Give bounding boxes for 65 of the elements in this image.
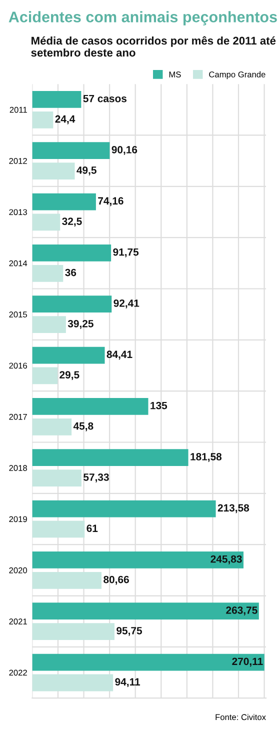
bar (32, 418, 72, 436)
legend-label: Campo Grande (209, 71, 266, 80)
bar (32, 142, 110, 160)
data-label: 24,4 (55, 115, 76, 124)
data-label: 61 (86, 524, 98, 532)
data-label: 32,5 (62, 218, 82, 227)
data-label: 95,75 (116, 627, 142, 636)
data-label: 213,58 (218, 504, 250, 514)
bar (32, 602, 259, 620)
bar (32, 346, 105, 364)
data-label: 57 casos (83, 94, 127, 102)
y-tick-label: 2016 (9, 362, 27, 369)
data-label: 135 (150, 402, 168, 410)
bar (32, 193, 96, 210)
data-label: 92,41 (114, 300, 140, 308)
y-tick-label: 2012 (9, 158, 27, 164)
y-tick-label: 2018 (9, 465, 27, 471)
y-tick-label: 2014 (9, 260, 28, 266)
data-label: 36 (65, 268, 76, 276)
bar (32, 367, 58, 384)
data-label: 94,11 (115, 678, 140, 688)
bar (32, 398, 148, 415)
data-label: 90,16 (112, 146, 138, 155)
y-tick-label: 2015 (9, 312, 27, 318)
y-tick-label: 2020 (9, 567, 28, 574)
data-label: 245,83 (210, 555, 242, 564)
bar (32, 264, 64, 282)
data-label: 91,75 (113, 248, 139, 258)
bar (32, 623, 115, 640)
bar (32, 572, 102, 589)
bar (32, 316, 66, 334)
data-label: 263,75 (226, 606, 258, 616)
bar (32, 296, 112, 313)
data-label: 39,25 (68, 320, 94, 329)
y-tick-label: 2022 (9, 670, 27, 676)
y-tick-label: 2021 (9, 618, 27, 624)
legend-label: MS (169, 72, 181, 78)
bar (32, 111, 54, 128)
bar (32, 552, 244, 568)
data-label: 74,16 (98, 197, 124, 206)
data-label: 80,66 (104, 576, 129, 585)
data-label: 270,11 (232, 658, 263, 667)
bar (32, 500, 216, 518)
data-label: 57,33 (84, 473, 109, 482)
bar (32, 214, 60, 231)
bar (32, 654, 264, 671)
bar (32, 520, 85, 538)
y-tick-label: 2017 (9, 414, 27, 420)
data-label: 84,41 (106, 350, 132, 360)
chart-subtitle: Média de casos ocorridos por mês de 2011 até setembro deste ano (31, 36, 276, 57)
bar (32, 90, 82, 108)
source-note: Fonte: Civitox (216, 714, 266, 720)
data-label: 49,5 (76, 166, 96, 176)
bar (32, 162, 75, 180)
bar (32, 449, 188, 466)
chart-title: Acidentes com animais peçonhentos (8, 11, 277, 26)
data-label: 45,8 (73, 422, 94, 432)
y-tick-label: 2011 (10, 106, 27, 113)
bar (32, 470, 82, 487)
data-label: 29,5 (60, 371, 80, 380)
data-label: 181,58 (190, 453, 222, 462)
bar (32, 674, 114, 692)
bar (32, 244, 112, 262)
y-tick-label: 2019 (9, 516, 27, 522)
y-tick-label: 2013 (9, 209, 27, 216)
